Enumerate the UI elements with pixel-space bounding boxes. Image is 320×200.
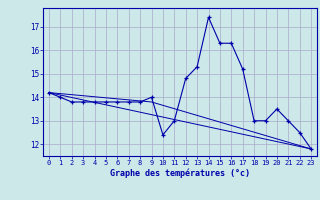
X-axis label: Graphe des températures (°c): Graphe des températures (°c) bbox=[110, 169, 250, 178]
